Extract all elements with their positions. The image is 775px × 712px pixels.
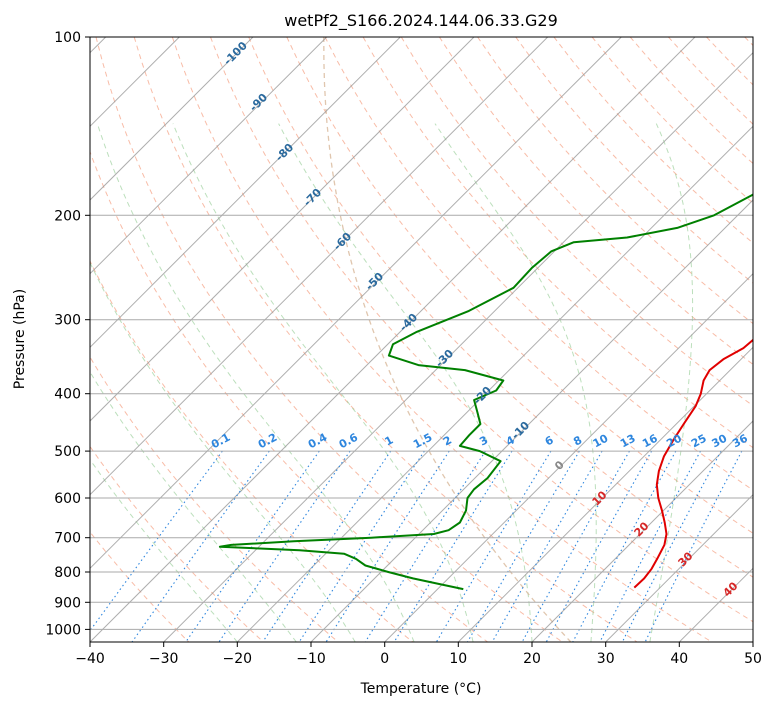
- y-tick-label: 900: [54, 595, 81, 611]
- reference-adiabat-line: [324, 37, 571, 642]
- mixing-ratio-line: [436, 451, 551, 642]
- dry-adiabat-line: [707, 37, 775, 642]
- dry-adiabat-line: [554, 37, 775, 642]
- mixing-ratio-label: 10: [591, 432, 611, 451]
- isotherm-label: 20: [632, 519, 652, 539]
- dry-adiabat-line: [516, 37, 775, 642]
- y-tick-label: 1000: [45, 622, 81, 638]
- dry-adiabat-line: [0, 37, 264, 642]
- isotherm-line: [0, 37, 327, 642]
- isotherm-label: 0: [552, 458, 567, 473]
- mixing-ratio-label: 2: [441, 433, 454, 448]
- mixing-ratio-line: [600, 451, 701, 642]
- moist-adiabat-line: [0, 124, 296, 642]
- isotherm-line: [164, 37, 769, 642]
- mixing-ratio-label: 25: [689, 432, 709, 451]
- moist-adiabat-line: [173, 124, 473, 642]
- mixing-ratio-label: 0.4: [306, 431, 330, 452]
- isotherm-line: [458, 37, 775, 642]
- dry-adiabat-line: [20, 37, 413, 642]
- mixing-ratio-line: [82, 451, 223, 642]
- dry-adiabat-line: [0, 37, 338, 642]
- x-tick-label: −10: [296, 651, 326, 667]
- x-tick-label: 10: [449, 651, 467, 667]
- x-tick-label: 30: [597, 651, 615, 667]
- mixing-ratio-label: 13: [618, 432, 638, 451]
- y-tick-label: 400: [54, 387, 81, 403]
- mixing-ratio-line: [132, 451, 269, 642]
- mixing-ratio-label: 8: [571, 433, 584, 448]
- x-tick-label: −20: [223, 651, 253, 667]
- mixing-ratio-line: [263, 451, 391, 642]
- y-tick-label: 300: [54, 313, 81, 329]
- isotherm-label: -40: [397, 311, 420, 334]
- y-tick-label: 200: [54, 208, 81, 224]
- temperature-profile: [634, 37, 775, 588]
- y-axis-label: Pressure (hPa): [12, 289, 28, 389]
- y-tick-label: 500: [54, 444, 81, 460]
- dry-adiabat-line: [745, 37, 775, 642]
- isotherm-line: [679, 37, 775, 642]
- x-tick-label: 20: [523, 651, 541, 667]
- mixing-ratio-label: 16: [640, 432, 660, 451]
- mixing-ratio-line: [573, 451, 676, 642]
- y-tick-label: 100: [54, 30, 81, 46]
- mixing-ratio-line: [546, 451, 651, 642]
- x-tick-label: 0: [380, 651, 389, 667]
- mixing-ratio-label: 0.1: [209, 431, 232, 452]
- dry-adiabat-line: [134, 37, 637, 642]
- isotherm-line: [90, 37, 695, 642]
- x-tick-label: −40: [75, 651, 105, 667]
- y-tick-label: 700: [54, 531, 81, 547]
- y-tick-label: 600: [54, 491, 81, 507]
- isotherm-line: [0, 37, 253, 642]
- isotherm-label: -70: [301, 186, 324, 209]
- isotherm-line: [753, 37, 775, 642]
- plot-frame: [90, 37, 753, 642]
- isotherm-label: 30: [676, 549, 696, 569]
- mixing-ratio-line: [326, 451, 449, 642]
- mixing-ratio-label: 3: [477, 433, 490, 448]
- mixing-ratio-line: [522, 451, 629, 642]
- mixing-ratio-label: 6: [543, 433, 556, 448]
- isotherm-label: -90: [247, 91, 270, 114]
- x-axis-label: Temperature (°C): [360, 681, 482, 697]
- chart-title: wetPf2_S166.2024.144.06.33.G29: [284, 11, 558, 31]
- isotherm-line: [532, 37, 775, 642]
- isotherm-label: 40: [721, 579, 741, 599]
- isotherm-line: [0, 37, 400, 642]
- dry-adiabat-line: [58, 37, 488, 642]
- dry-adiabat-line: [96, 37, 562, 642]
- mixing-ratio-label: 36: [730, 432, 750, 451]
- moist-adiabat-line: [97, 124, 414, 642]
- mixing-ratio-label: 20: [664, 432, 684, 451]
- isotherm-label: -100: [221, 39, 250, 68]
- grid-layer: [0, 37, 775, 642]
- isotherm-line: [311, 37, 775, 642]
- mixing-ratio-label: 1: [383, 433, 396, 448]
- x-tick-label: 50: [744, 651, 762, 667]
- isotherm-label: -50: [363, 270, 386, 293]
- y-tick-label: 800: [54, 565, 81, 581]
- mixing-ratio-line: [365, 451, 485, 642]
- x-tick-label: 40: [670, 651, 688, 667]
- x-tick-label: −30: [149, 651, 179, 667]
